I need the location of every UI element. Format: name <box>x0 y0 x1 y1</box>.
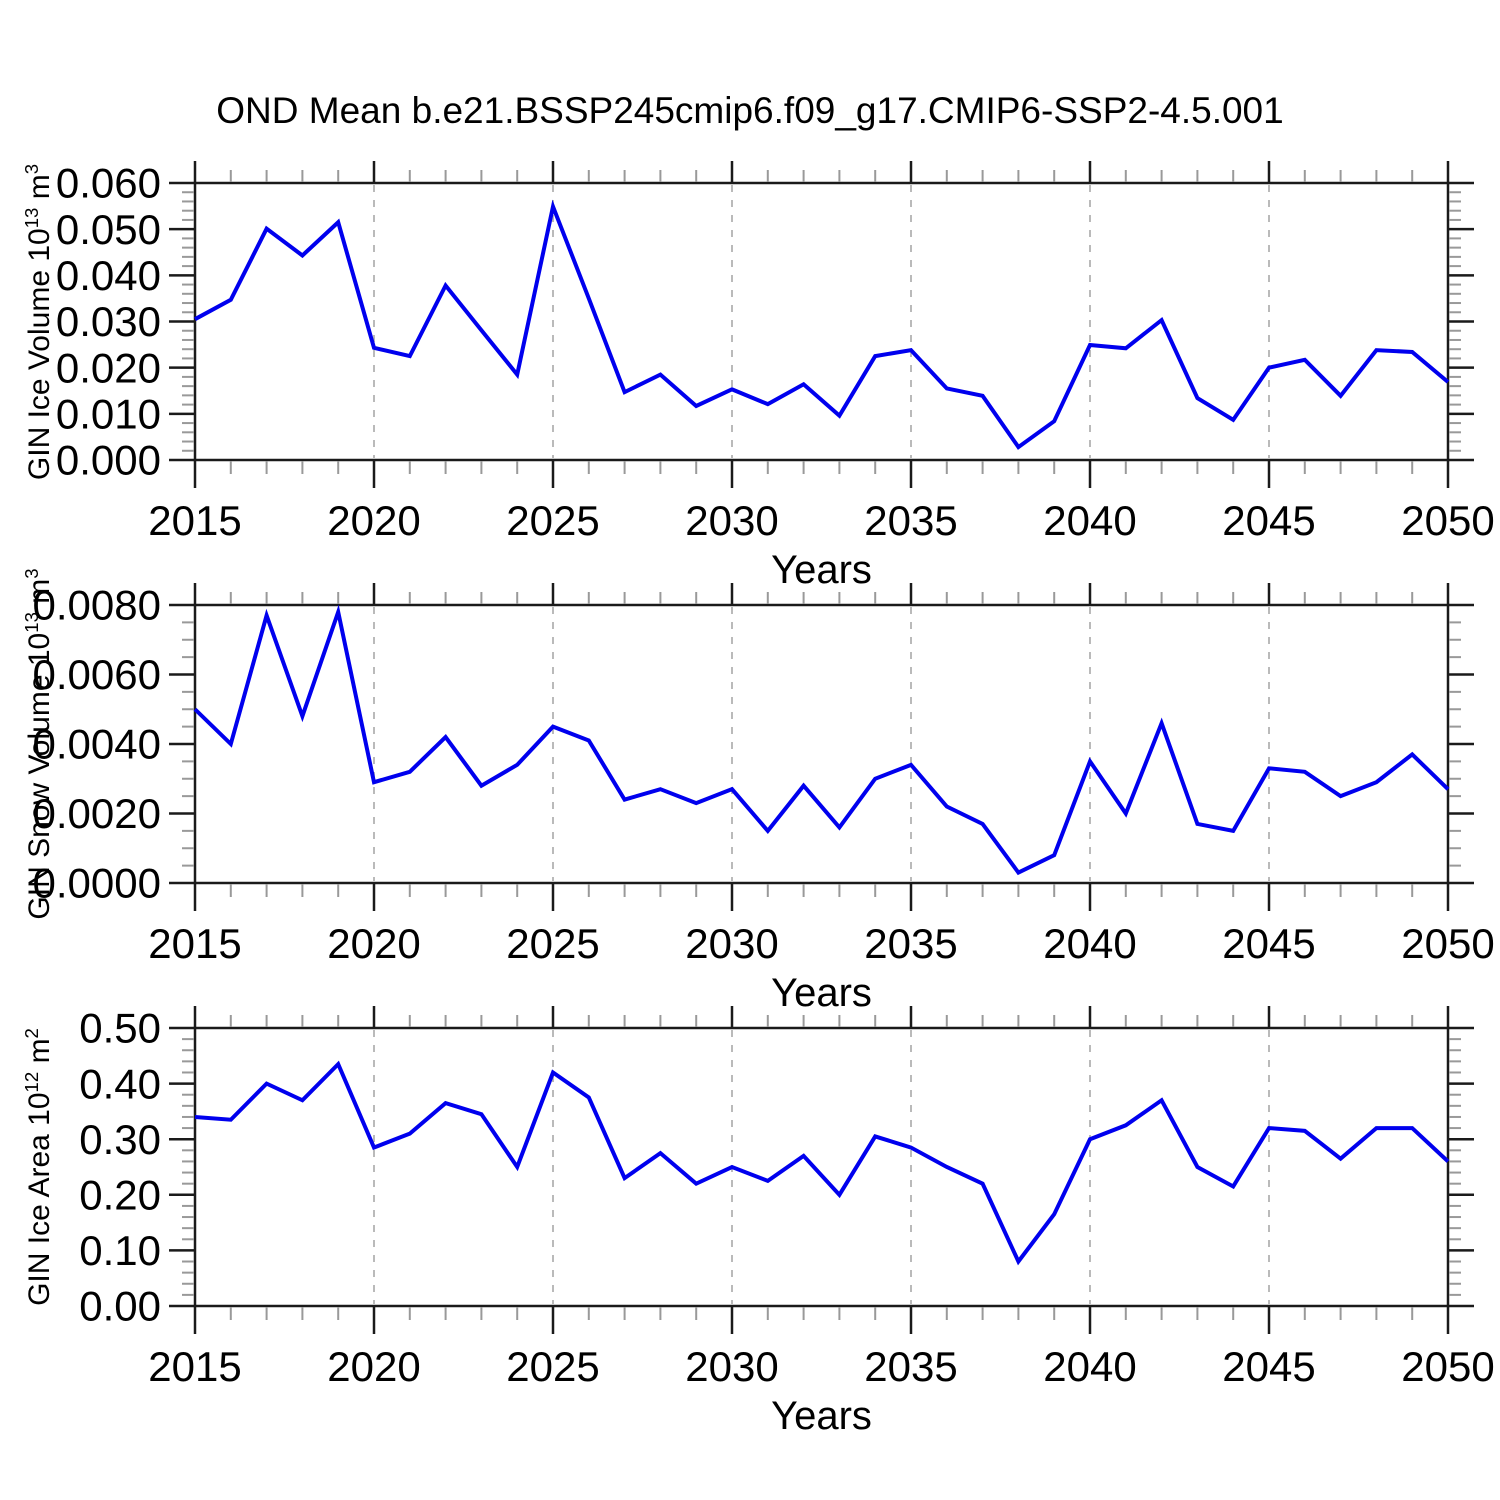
x-tick-label: 2030 <box>685 920 778 967</box>
x-tick-label: 2045 <box>1222 497 1315 544</box>
y-tick-label: 0.20 <box>79 1172 161 1219</box>
x-tick-label: 2035 <box>864 497 957 544</box>
y-tick-label: 0.050 <box>56 206 161 253</box>
y-tick-label: 0.060 <box>56 160 161 207</box>
x-tick-label: 2040 <box>1043 1343 1136 1390</box>
y-tick-label: 0.040 <box>56 252 161 299</box>
x-tick-label: 2050 <box>1401 497 1494 544</box>
x-tick-label: 2015 <box>148 497 241 544</box>
x-axis-label: Years <box>771 971 872 1015</box>
x-tick-label: 2020 <box>327 1343 420 1390</box>
plot-box <box>193 181 1450 462</box>
x-tick-label: 2020 <box>327 497 420 544</box>
figure-title: OND Mean b.e21.BSSP245cmip6.f09_g17.CMIP… <box>216 90 1284 131</box>
x-tick-label: 2040 <box>1043 920 1136 967</box>
gin-snow-volume-line <box>193 604 1450 876</box>
plot-box <box>193 1026 1450 1308</box>
x-tick-label: 2050 <box>1401 1343 1494 1390</box>
y-tick-label: 0.00 <box>79 1283 161 1330</box>
x-tick-label: 2020 <box>327 920 420 967</box>
x-tick-label: 2025 <box>506 497 599 544</box>
x-tick-label: 2045 <box>1222 1343 1315 1390</box>
y-tick-label: 0.0000 <box>33 860 161 907</box>
x-tick-label: 2015 <box>148 920 241 967</box>
x-axis-label: Years <box>771 548 872 592</box>
x-tick-label: 2030 <box>685 497 778 544</box>
y-tick-label: 0.30 <box>79 1116 161 1163</box>
x-tick-label: 2030 <box>685 1343 778 1390</box>
panel-gin-ice-volume: 2015 2020 2025 2030 2035 2040 2045 20500.0000.0… <box>56 160 1495 592</box>
plot-box <box>193 603 1450 885</box>
y-tick-label: 0.020 <box>56 344 161 391</box>
y-tick-label: 0.50 <box>79 1005 161 1052</box>
y-tick-label: 0.0020 <box>33 790 161 837</box>
y-tick-label: 0.0040 <box>33 721 161 768</box>
gin-ice-volume-line <box>194 199 1450 450</box>
x-tick-label: 2025 <box>506 1343 599 1390</box>
y-tick-label: 0.0080 <box>33 582 161 629</box>
y-tick-label: 0.010 <box>56 391 161 438</box>
x-tick-label: 2035 <box>864 920 957 967</box>
y-tick-label: 0.40 <box>79 1060 161 1107</box>
panel-gin-ice-area: 2015 2020 2025 2030 2035 2040 2045 2050 0.00 0.10… <box>79 1005 1494 1438</box>
y-tick-label: 0.0060 <box>33 651 161 698</box>
x-tick-label: 2025 <box>506 920 599 967</box>
y-tick-label: 0.10 <box>79 1227 161 1274</box>
y-tick-label: 0.030 <box>56 298 161 345</box>
gin-ice-area-line <box>194 1060 1450 1266</box>
x-tick-label: 2015 <box>148 1343 241 1390</box>
x-tick-label: 2035 <box>864 1343 957 1390</box>
y-tick-label: 0.000 <box>56 437 161 484</box>
x-tick-label: 2050 <box>1401 920 1494 967</box>
x-axis-label: Years <box>771 1394 872 1438</box>
x-tick-label: 2045 <box>1222 920 1315 967</box>
x-tick-label: 2040 <box>1043 497 1136 544</box>
panel-gin-snow-volume: 2015 2020 2025 2030 2035 2040 2045 2050 0.0000 0.… <box>33 582 1495 1015</box>
